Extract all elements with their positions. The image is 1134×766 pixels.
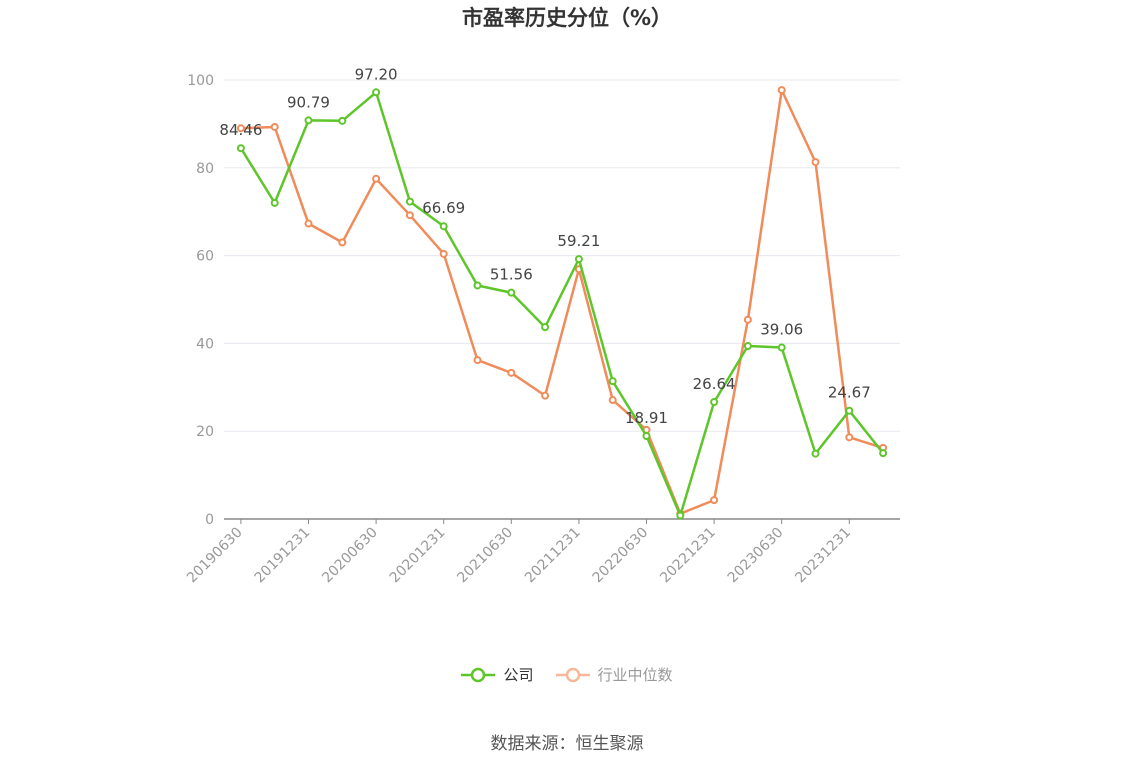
x-axis: 20190630 20191231 20200630 20201231 20210630… <box>184 518 900 587</box>
data-label-20231231: 24.67 <box>828 384 871 402</box>
point-s0-20220331 <box>608 377 617 386</box>
x-tick-label-20200630: 20200630 <box>319 525 381 587</box>
data-label-20230630: 39.06 <box>760 321 803 339</box>
data-label-20210630: 51.56 <box>490 266 533 284</box>
x-tick-label-20201231: 20201231 <box>387 525 449 587</box>
x-tick-label-20211231: 20211231 <box>522 525 584 587</box>
point-s1-20210331 <box>473 356 482 365</box>
point-s0-20200630 <box>372 88 381 97</box>
legend: 公司 行业中位数 <box>0 664 1134 685</box>
point-s1-20190630 <box>236 124 245 133</box>
point-s0-20200331 <box>338 116 347 125</box>
y-tick-label-60: 60 <box>196 249 214 265</box>
x-tick-label-20230630: 20230630 <box>725 525 787 587</box>
y-tick-label-80: 80 <box>196 161 214 177</box>
point-s0-20221231 <box>710 398 719 407</box>
point-s1-20220331 <box>608 396 617 405</box>
x-tick-label-20221231: 20221231 <box>657 525 719 587</box>
y-tick-label-100: 100 <box>187 73 214 89</box>
series-line-1 <box>240 88 884 515</box>
data-label-20190630: 84.46 <box>219 121 262 139</box>
point-s0-20220630 <box>642 431 651 440</box>
x-tick-label-20191231: 20191231 <box>252 525 314 587</box>
point-s1-20190930 <box>270 122 279 131</box>
point-s1-20230331 <box>743 315 752 324</box>
point-s1-20230930 <box>811 158 820 167</box>
point-s0-20210930 <box>541 323 550 332</box>
y-axis: 0 20 40 60 80 100 <box>187 73 214 528</box>
point-s0-20230331 <box>743 342 752 351</box>
x-tick-label-20210630: 20210630 <box>454 525 516 587</box>
point-s0-20230930 <box>811 449 820 458</box>
x-tick-label-20190630: 20190630 <box>184 525 246 587</box>
data-label-20200630: 97.20 <box>355 65 398 83</box>
data-labels: 84.46 90.79 97.20 66.69 51.56 59.21 18.91 26.64… <box>219 65 870 427</box>
x-tick-label-20231231: 20231231 <box>792 525 854 587</box>
point-s0-20190630 <box>236 144 245 153</box>
data-label-20201231: 66.69 <box>422 199 465 217</box>
series-line-0 <box>239 91 885 517</box>
point-s1-20210630 <box>507 368 516 377</box>
grid-lines <box>224 79 900 432</box>
legend-label-company: 公司 <box>503 666 534 684</box>
legend-item-industry-median[interactable]: 行业中位数 <box>555 664 673 685</box>
point-s1-20231231 <box>845 433 854 442</box>
point-s0-20201231 <box>439 222 448 231</box>
series-layer <box>236 86 888 520</box>
point-s1-20221231 <box>710 496 719 505</box>
point-s0-20200930 <box>405 197 414 206</box>
point-s0-20231231 <box>845 406 854 415</box>
chart-title: 市盈率历史分位（%） <box>461 6 673 30</box>
point-s1-20201231 <box>439 249 448 258</box>
point-s0-20230630 <box>777 343 786 352</box>
data-label-20211231: 59.21 <box>557 232 600 250</box>
legend-swatch-industry-median <box>555 667 590 682</box>
point-s1-20230630 <box>777 86 786 95</box>
point-s0-20191231 <box>304 116 313 125</box>
point-s0-20210331 <box>473 281 482 290</box>
point-s0-20211231 <box>574 255 583 264</box>
point-s1-20200930 <box>405 211 414 220</box>
legend-label-industry-median: 行业中位数 <box>597 666 673 684</box>
point-s0-20210630 <box>507 288 516 297</box>
point-s0-20190930 <box>270 198 279 207</box>
legend-swatch-company <box>461 667 496 682</box>
point-s1-20200331 <box>338 238 347 247</box>
legend-item-company[interactable]: 公司 <box>461 664 534 685</box>
point-s1-20191231 <box>304 219 313 228</box>
data-label-20220630: 18.91 <box>625 409 668 427</box>
y-tick-label-40: 40 <box>196 336 214 352</box>
y-tick-label-0: 0 <box>205 512 214 528</box>
data-label-20191231: 90.79 <box>287 93 330 111</box>
point-s0-20240331 <box>879 449 888 458</box>
data-source: 数据来源：恒生聚源 <box>490 734 644 754</box>
x-tick-label-20220630: 20220630 <box>590 525 652 587</box>
point-s0-20220930 <box>676 511 685 520</box>
point-s1-20200630 <box>372 174 381 183</box>
y-tick-label-20: 20 <box>196 424 214 440</box>
point-s1-20210930 <box>541 391 550 400</box>
data-label-20221231: 26.64 <box>693 375 736 393</box>
